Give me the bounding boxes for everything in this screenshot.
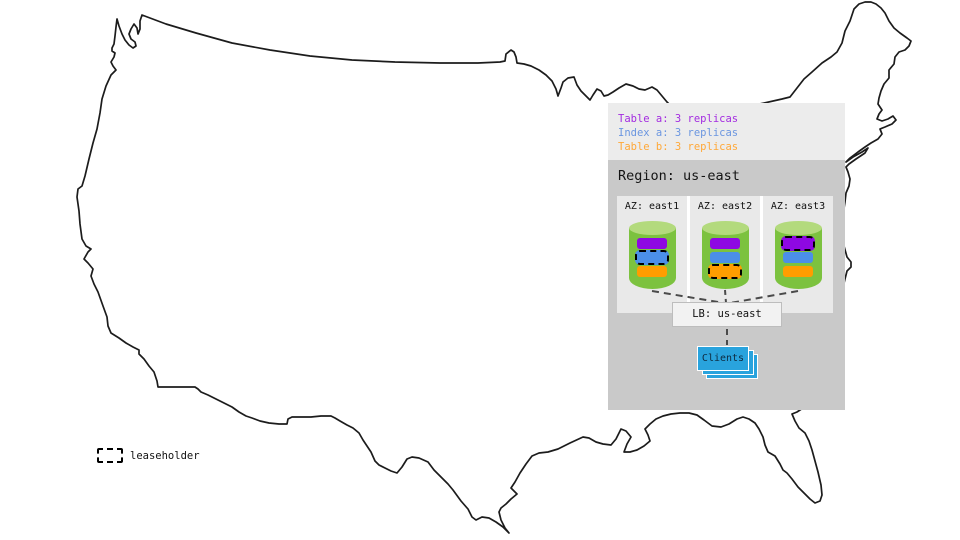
az-label-east1: AZ: east1 xyxy=(624,201,680,212)
az-box-east2: AZ: east2 xyxy=(690,196,760,313)
legend-table-a: Table a: 3 replicas xyxy=(618,113,739,125)
legend-index-a: Index a: 3 replicas xyxy=(618,127,739,139)
us-border-path xyxy=(76,1,912,534)
replica-index-a xyxy=(782,252,813,263)
replica-index-a-leaseholder xyxy=(634,250,669,265)
database-cylinder-east2 xyxy=(701,221,749,289)
az-row: AZ: east1 AZ: east2 xyxy=(617,196,833,313)
az-label-east3: AZ: east3 xyxy=(770,201,826,212)
replica-table-b-leaseholder xyxy=(707,264,742,279)
cylinder-top xyxy=(701,221,749,235)
cylinder-top xyxy=(774,221,822,235)
replica-index-a xyxy=(709,252,740,263)
load-balancer-box: LB: us-east xyxy=(672,302,782,327)
replica-legend-panel: Table a: 3 replicas Index a: 3 replicas … xyxy=(608,103,845,160)
leaseholder-swatch xyxy=(97,448,123,463)
replica-table-a xyxy=(636,238,667,249)
az-label-east2: AZ: east2 xyxy=(697,201,753,212)
replica-table-b xyxy=(782,266,813,277)
replica-table-a xyxy=(709,238,740,249)
az-box-east3: AZ: east3 xyxy=(763,196,833,313)
cylinder-top xyxy=(628,221,676,235)
leaseholder-label: leaseholder xyxy=(130,449,200,462)
replica-table-a-leaseholder xyxy=(780,236,815,251)
replica-table-b xyxy=(636,266,667,277)
legend-table-b: Table b: 3 replicas xyxy=(618,141,739,153)
az-box-east1: AZ: east1 xyxy=(617,196,687,313)
region-title: Region: us-east xyxy=(618,168,740,184)
database-cylinder-east3 xyxy=(774,221,822,289)
database-cylinder-east1 xyxy=(628,221,676,289)
clients-box: Clients xyxy=(697,346,749,371)
leaseholder-legend: leaseholder xyxy=(97,448,200,463)
